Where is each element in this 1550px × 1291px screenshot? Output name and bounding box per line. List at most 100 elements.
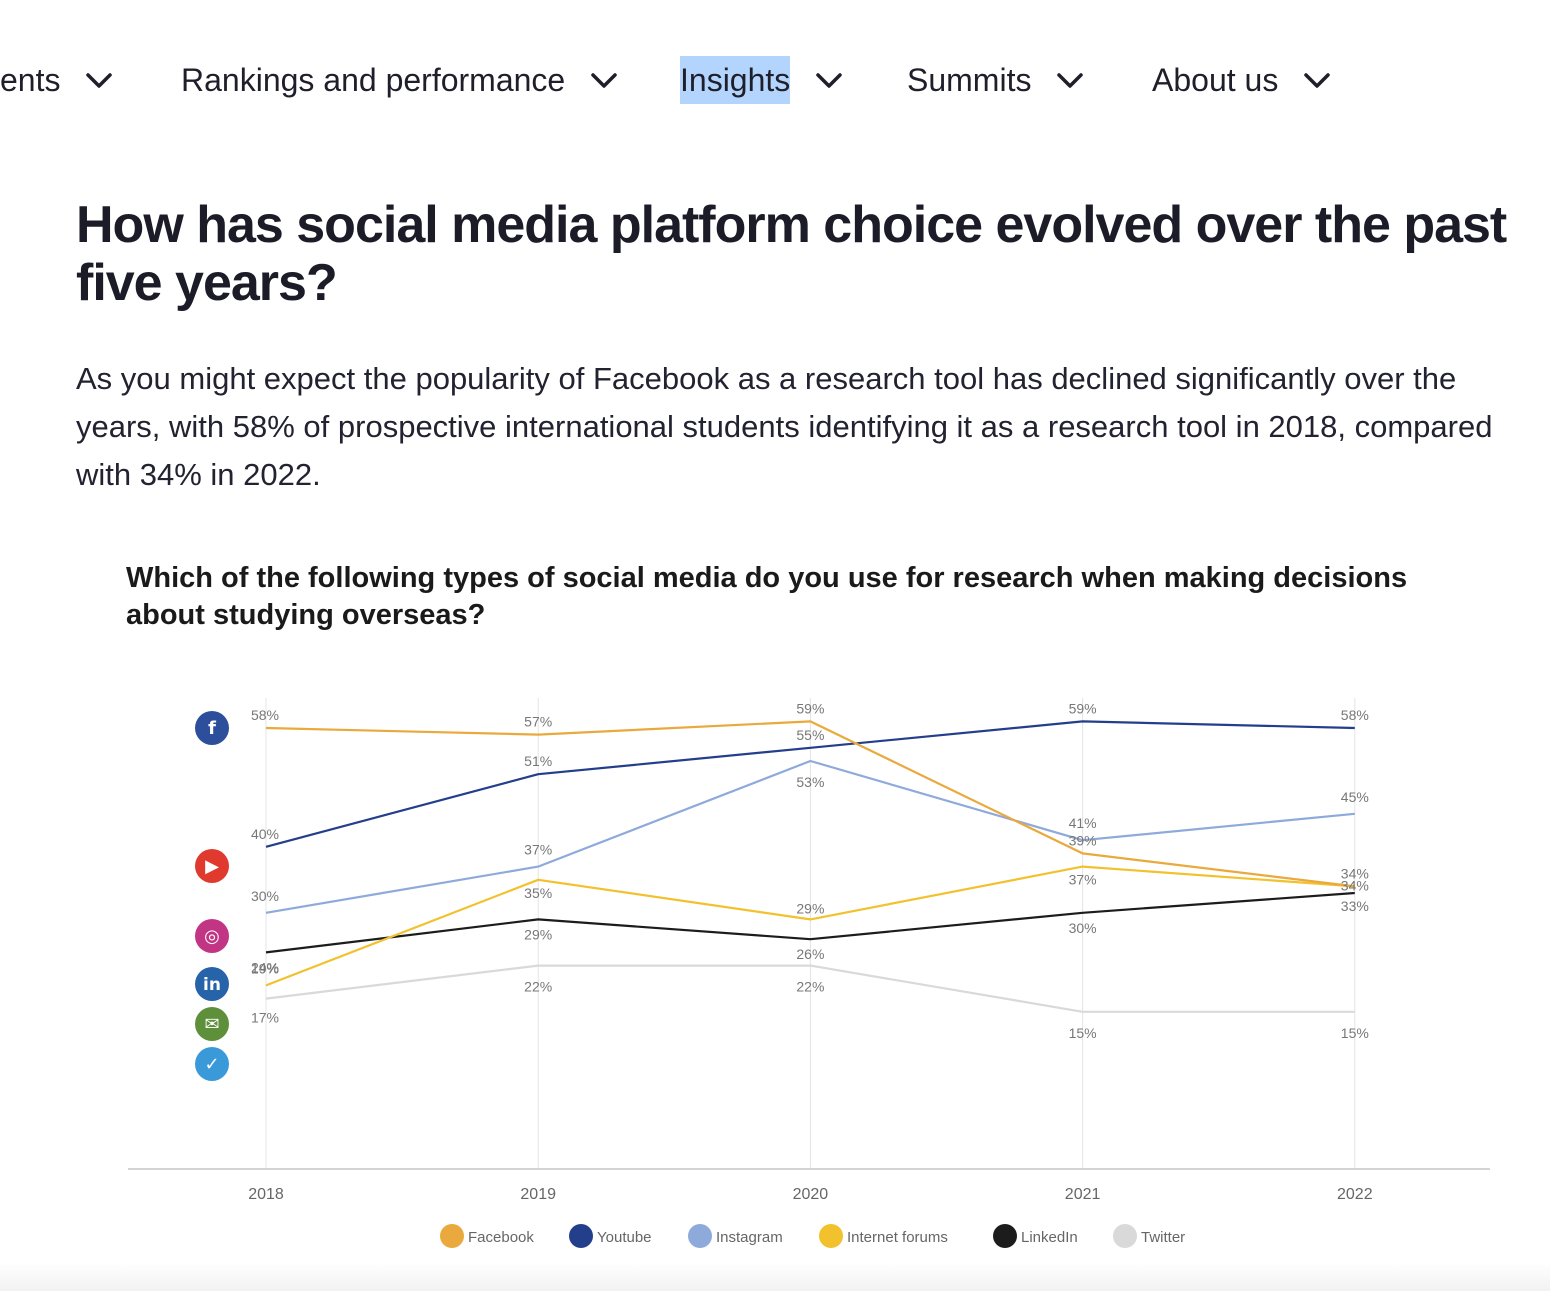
x-tick-label: 2022 [1337,1186,1373,1203]
legend-swatch [993,1224,1017,1248]
data-label: 58% [251,707,279,723]
instagram-icon: ◎ [195,919,229,953]
series-line-instagram [265,759,1355,914]
icon-glyph: f [208,718,216,739]
data-label: 34% [1341,877,1369,893]
legend-item: Youtube [569,1224,652,1248]
page-bottom-fade [0,1262,1550,1291]
series-line-twitter [265,964,1355,1013]
legend: Facebook Youtube Instagram Internet forums L… [440,1224,1185,1248]
data-label: 51% [524,753,552,769]
top-navigation: ents Rankings and performance Insights S… [0,0,1550,160]
series-line-linkedin [265,891,1355,954]
legend-swatch [569,1224,593,1248]
chevron-down-icon [1304,73,1331,88]
data-label: 37% [524,842,552,858]
icon-glyph: ✓ [204,1054,219,1075]
nav-item-label: Rankings and performance [181,62,566,98]
series-line-youtube [265,720,1355,848]
data-label: 15% [1069,1025,1097,1041]
x-tick-label: 2019 [520,1186,556,1203]
article-paragraph: As you might expect the popularity of Fa… [76,361,1493,492]
x-tick-label: 2020 [793,1186,829,1203]
icon-circle [195,1047,229,1081]
icon-glyph: ◎ [204,926,220,947]
nav-item-label: ents [0,62,61,98]
chevron-down-icon [1057,73,1084,88]
data-label: 34% [1341,865,1369,881]
data-labels: 58% 57% 59% 39% 34% 40% 51% 55% 59% 58% 30% 37% 53% 4… [251,700,1369,1040]
chart-title: Which of the following types of social m… [126,562,1408,631]
chevron-down-icon [86,73,113,88]
data-label: 37% [1069,872,1097,888]
legend-item: Twitter [1113,1224,1185,1248]
legend-label: Internet forums [847,1229,948,1246]
data-label: 30% [251,888,279,904]
legend-label: Twitter [1141,1229,1185,1246]
icon-circle [195,1007,229,1041]
legend-label: LinkedIn [1021,1229,1078,1246]
article-heading: How has social media platform choice evo… [76,196,1507,312]
nav-item-label: Summits [907,62,1032,98]
twitter-icon: ✓ [195,1047,229,1081]
nav-item-summits[interactable]: Summits [907,56,1085,104]
legend-item: LinkedIn [993,1224,1078,1248]
data-label: 58% [1341,707,1369,723]
data-label: 39% [1069,832,1097,848]
data-label: 55% [796,727,824,743]
data-label: 35% [524,885,552,901]
data-label: 15% [1341,1025,1369,1041]
icon-circle [195,967,229,1001]
series-line-facebook [265,720,1355,888]
data-label: 59% [796,700,824,716]
series-lines [265,720,1355,1013]
data-label: 33% [1341,898,1369,914]
nav-item-about-us[interactable]: About us [1152,56,1332,104]
chart-grid [265,698,1356,1168]
youtube-icon: ▶ [195,849,229,883]
nav-item-label: Insights [680,56,791,104]
x-tick-label: 2018 [248,1186,284,1203]
legend-item: Facebook [440,1224,534,1248]
data-label: 22% [796,979,824,995]
line-chart: f ▶ ◎ in ✉ ✓ 58% 57% 59% 39% 34% 40% 51% 55% 59% 58% 30… [128,698,1490,1248]
legend-label: Youtube [597,1229,652,1246]
data-label: 59% [1069,700,1097,716]
legend-label: Facebook [468,1229,534,1246]
icon-circle [195,919,229,953]
data-label: 29% [524,926,552,942]
facebook-icon: f [195,711,229,745]
platform-icons: f ▶ ◎ in ✉ ✓ [195,711,229,1081]
legend-swatch [819,1224,843,1248]
legend-item: Instagram [688,1224,783,1248]
data-label: 22% [524,979,552,995]
nav-item-insights[interactable]: Insights [680,56,844,104]
legend-swatch [1113,1224,1137,1248]
icon-glyph: ✉ [204,1014,219,1035]
nav-item-rankings[interactable]: Rankings and performance [181,56,619,104]
data-label: 30% [1069,920,1097,936]
x-tick-label: 2021 [1065,1186,1101,1203]
legend-item: Internet forums [819,1224,948,1248]
data-label: 29% [796,900,824,916]
data-label: 17% [251,1010,279,1026]
nav-item-events[interactable]: ents [0,56,114,104]
data-label: 40% [251,826,279,842]
chevron-down-icon [591,73,617,88]
series-line-internet-forums [265,865,1355,987]
icon-glyph: in [203,975,221,995]
data-label: 41% [1069,815,1097,831]
legend-swatch [440,1224,464,1248]
icon-circle [195,711,229,745]
data-label: 26% [796,946,824,962]
data-label: 53% [796,774,824,790]
legend-label: Instagram [716,1229,783,1246]
chevron-down-icon [816,73,843,88]
nav-item-label: About us [1152,62,1279,98]
icon-circle [195,849,229,883]
data-label: 19% [251,960,279,976]
data-label: 57% [524,714,552,730]
legend-swatch [688,1224,712,1248]
x-axis: 2018 2019 2020 2021 2022 [128,1168,1490,1203]
forum-icon: in [195,967,229,1001]
